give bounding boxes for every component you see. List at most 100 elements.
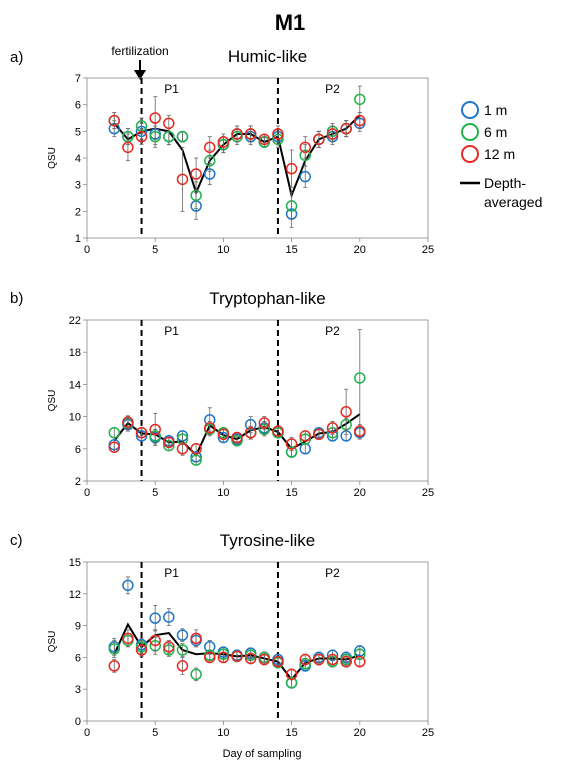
data-point-12m bbox=[163, 117, 175, 130]
data-point-1m bbox=[149, 612, 161, 624]
period-label: P2 bbox=[325, 324, 340, 338]
data-point-12m bbox=[340, 406, 352, 418]
legend-label: 1 m bbox=[484, 102, 507, 118]
data-point-12m bbox=[272, 655, 284, 668]
data-point-12m bbox=[244, 652, 257, 665]
x-tick-label: 10 bbox=[217, 487, 229, 499]
data-point-12m bbox=[285, 162, 298, 175]
panel-title: Tryptophan-like bbox=[209, 289, 326, 308]
data-point-12m bbox=[340, 655, 352, 668]
y-tick-label: 9 bbox=[75, 621, 81, 633]
annotation-fertilization: fertilization bbox=[111, 44, 169, 80]
data-point-12m bbox=[299, 653, 311, 666]
data-point-6m bbox=[354, 372, 366, 384]
plot-area bbox=[86, 319, 429, 482]
data-point-12m bbox=[354, 425, 366, 437]
data-point-12m bbox=[204, 422, 216, 434]
data-point-12m bbox=[354, 655, 366, 668]
data-point-12m bbox=[326, 422, 339, 434]
period-label: P1 bbox=[164, 566, 179, 580]
panel-letter: c) bbox=[10, 532, 23, 549]
data-point-12m bbox=[176, 660, 189, 672]
data-point-12m bbox=[313, 428, 325, 441]
x-tick-label: 25 bbox=[422, 727, 434, 739]
y-tick-label: 6 bbox=[75, 444, 81, 456]
x-tick-label: 15 bbox=[285, 244, 297, 256]
y-tick-label: 12 bbox=[69, 589, 81, 601]
panel-title: Humic-like bbox=[228, 47, 307, 66]
x-tick-label: 20 bbox=[354, 244, 366, 256]
data-point-12m bbox=[108, 114, 121, 127]
data-point-12m bbox=[272, 128, 284, 140]
data-point-6m bbox=[190, 454, 202, 466]
y-tick-label: 10 bbox=[69, 412, 81, 424]
x-tick-label: 5 bbox=[152, 727, 158, 739]
data-point-12m bbox=[108, 660, 121, 672]
data-point-12m bbox=[108, 441, 121, 453]
x-tick-label: 25 bbox=[422, 244, 434, 256]
data-point-1m bbox=[299, 170, 311, 183]
data-point-12m bbox=[204, 141, 216, 154]
data-point-12m bbox=[340, 122, 352, 135]
y-tick-label: 1 bbox=[75, 233, 81, 245]
x-tick-label: 10 bbox=[217, 727, 229, 739]
y-tick-label: 5 bbox=[75, 126, 81, 138]
x-axis-label: Day of sampling bbox=[223, 748, 302, 760]
legend-label: Depth- bbox=[484, 175, 526, 191]
data-point-12m bbox=[163, 641, 175, 653]
panel-humic-like: a) Humic-like 1 2 3 4 5 6 7 0 5 10 15 20 25 QSU P1 P2 bbox=[10, 47, 434, 256]
data-point-12m bbox=[258, 417, 271, 429]
legend: 1 m 6 m 12 m Depth-averaged bbox=[460, 101, 542, 210]
data-point-12m bbox=[299, 430, 311, 442]
legend-label: averaged bbox=[484, 194, 542, 210]
y-tick-label: 14 bbox=[69, 379, 81, 391]
y-axis-label: QSU bbox=[47, 147, 58, 169]
data-point-12m bbox=[122, 416, 134, 428]
x-tick-label: 15 bbox=[285, 727, 297, 739]
panel-letter: a) bbox=[10, 49, 23, 66]
data-point-12m bbox=[176, 173, 189, 186]
annotation-arrow-head bbox=[134, 70, 146, 80]
data-point-12m bbox=[122, 141, 134, 154]
data-point-12m bbox=[122, 632, 134, 645]
y-axis-label: QSU bbox=[47, 390, 58, 412]
data-point-6m bbox=[285, 200, 298, 212]
legend-label: 12 m bbox=[484, 146, 515, 162]
data-point-6m bbox=[190, 668, 202, 681]
panel-tryptophan-like: b) Tryptophan-like 2 6 10 14 18 22 0 5 10 15 20 25 QSU… bbox=[10, 289, 434, 499]
y-tick-label: 2 bbox=[75, 206, 81, 218]
legend-marker bbox=[461, 145, 479, 163]
data-point-12m bbox=[217, 136, 230, 148]
period-label: P2 bbox=[325, 566, 340, 580]
data-point-6m bbox=[108, 426, 121, 439]
data-point-12m bbox=[326, 128, 339, 140]
y-tick-label: 2 bbox=[75, 476, 81, 488]
x-tick-label: 5 bbox=[152, 487, 158, 499]
y-tick-label: 18 bbox=[69, 347, 81, 359]
figure-title: M1 bbox=[275, 10, 306, 35]
data-point-12m bbox=[285, 438, 298, 450]
data-point-12m bbox=[231, 431, 243, 444]
y-tick-label: 6 bbox=[75, 100, 81, 112]
data-point-1m bbox=[163, 611, 175, 623]
data-point-12m bbox=[313, 133, 325, 146]
data-point-12m bbox=[149, 634, 161, 647]
data-point-12m bbox=[149, 423, 161, 436]
data-point-12m bbox=[313, 653, 325, 666]
y-tick-label: 7 bbox=[75, 73, 81, 85]
data-point-1m bbox=[122, 579, 134, 592]
annotation-fertilization-label: fertilization bbox=[111, 44, 168, 58]
x-tick-label: 10 bbox=[217, 244, 229, 256]
data-point-12m bbox=[231, 650, 243, 663]
data-point-6m bbox=[176, 130, 189, 143]
data-point-1m bbox=[176, 629, 189, 641]
data-point-12m bbox=[299, 141, 311, 154]
period-label: P2 bbox=[325, 82, 340, 96]
data-point-12m bbox=[231, 128, 243, 140]
legend-marker bbox=[461, 123, 479, 141]
plot-area bbox=[86, 561, 429, 722]
data-point-6m bbox=[354, 93, 366, 106]
data-point-12m bbox=[258, 133, 271, 146]
data-point-12m bbox=[354, 114, 366, 127]
